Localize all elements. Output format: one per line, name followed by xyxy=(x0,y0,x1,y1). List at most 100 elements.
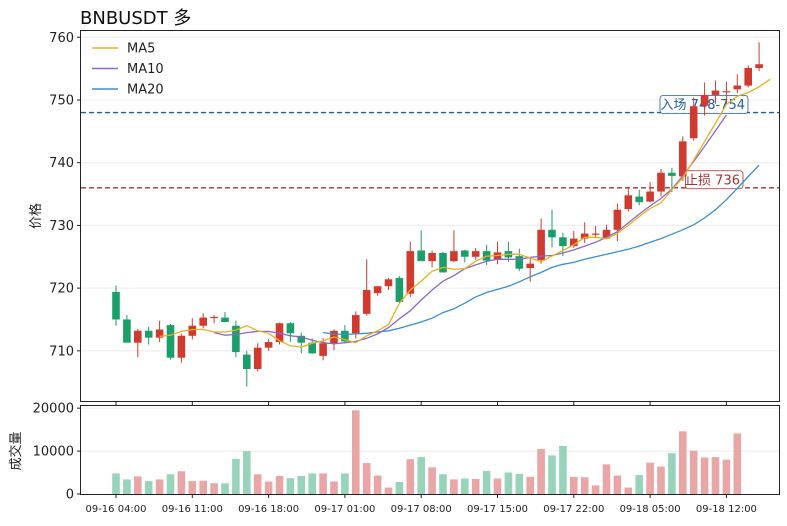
volume-bar xyxy=(275,475,284,494)
legend-label: MA20 xyxy=(127,83,164,98)
chart-title: BNBUSDT 多 xyxy=(80,8,191,29)
price-y-axis: 710 720 730 740 750 760 xyxy=(49,31,81,359)
candle-body xyxy=(395,278,404,302)
volume-bar xyxy=(526,476,534,494)
candle-body xyxy=(373,286,382,294)
candle-body xyxy=(471,251,480,257)
price-tick-label: 730 xyxy=(49,219,74,234)
candle-body xyxy=(384,279,393,287)
legend-label: MA5 xyxy=(127,42,155,57)
volume-bar xyxy=(417,457,425,494)
x-tick-label: 09-18 05:00 xyxy=(620,504,681,515)
candle-body xyxy=(548,229,556,238)
candle-body xyxy=(308,342,316,354)
candle-body xyxy=(635,196,643,203)
volume-bar xyxy=(123,479,131,494)
candle-body xyxy=(744,68,752,86)
volume-bar xyxy=(221,483,229,494)
candle-body xyxy=(624,195,633,210)
volume-bar xyxy=(112,473,120,494)
candle-body xyxy=(613,209,622,230)
volume-bar xyxy=(668,453,676,494)
candle-body xyxy=(602,229,611,239)
ma5-line xyxy=(159,78,771,348)
candle-body xyxy=(319,343,327,356)
volume-bar xyxy=(635,475,643,494)
x-tick-label: 09-17 15:00 xyxy=(467,504,528,515)
x-tick-label: 09-17 01:00 xyxy=(314,504,375,515)
candle-body xyxy=(123,319,131,343)
volume-bar xyxy=(395,481,404,494)
volume-bar xyxy=(319,473,327,494)
candle-body xyxy=(657,172,665,192)
price-tick-label: 740 xyxy=(49,156,74,171)
candle-body xyxy=(166,325,175,358)
volume-y-axis: 0 10000 20000 xyxy=(33,402,81,503)
candle-body xyxy=(253,347,262,370)
candle-body xyxy=(733,85,742,90)
volume-bar xyxy=(439,474,447,494)
volume-bar xyxy=(591,485,600,494)
volume-bar xyxy=(155,479,164,494)
volume-bar xyxy=(199,480,207,494)
volume-bar xyxy=(232,458,240,494)
volume-bar xyxy=(613,475,622,494)
volume-bar xyxy=(243,451,251,494)
candle-body xyxy=(526,263,534,269)
annotation-label: 止损 736 xyxy=(685,173,740,188)
candle-body xyxy=(580,233,589,239)
candle-body xyxy=(450,251,458,262)
volume-bar xyxy=(461,478,469,494)
candle-body xyxy=(406,251,415,294)
price-tick-label: 750 xyxy=(49,93,74,108)
volume-bar xyxy=(330,481,338,494)
candle-body xyxy=(700,94,709,106)
price-grid xyxy=(81,36,779,352)
candle-body xyxy=(297,335,306,343)
volume-bar xyxy=(548,455,556,494)
candle-body xyxy=(559,237,567,247)
candle-body xyxy=(155,329,164,338)
candle-body xyxy=(646,191,654,202)
candle-body xyxy=(264,342,273,348)
volume-bar xyxy=(700,457,709,494)
candle-body xyxy=(679,141,687,177)
volume-bar xyxy=(679,431,687,494)
candle-body xyxy=(112,291,120,320)
candle-body xyxy=(570,238,578,247)
volume-bar xyxy=(504,472,513,494)
volume-bar xyxy=(471,478,480,494)
volume-bar xyxy=(341,473,349,494)
volume-tick-label: 20000 xyxy=(33,402,74,417)
candle-body xyxy=(199,317,207,326)
volume-bar xyxy=(624,487,633,494)
candle-body xyxy=(210,316,218,319)
candle-body xyxy=(243,354,251,370)
candle-body xyxy=(144,330,153,338)
volume-bar xyxy=(177,471,186,494)
volume-bar xyxy=(406,459,415,494)
candle-body xyxy=(428,253,436,262)
x-tick-label: 09-16 04:00 xyxy=(85,504,146,515)
volume-bar xyxy=(602,464,611,494)
candle-body xyxy=(722,91,731,93)
volume-bar xyxy=(362,463,371,494)
volume-bar xyxy=(733,433,742,494)
volume-bar xyxy=(515,473,524,494)
candle-body xyxy=(461,250,469,257)
candle-body xyxy=(177,335,186,358)
volume-grid xyxy=(81,407,779,452)
candle-body xyxy=(711,90,720,95)
volume-axis-label: 成交量 xyxy=(8,431,24,470)
candle-body xyxy=(232,325,240,353)
candle-body xyxy=(352,315,360,334)
volume-bar xyxy=(689,450,698,494)
volume-bar xyxy=(134,476,142,494)
volume-bar xyxy=(711,457,720,494)
candle-body xyxy=(668,172,676,176)
volume-bar xyxy=(188,481,197,494)
candle-body xyxy=(755,64,763,68)
volume-tick-label: 0 xyxy=(66,488,74,503)
x-tick-label: 09-17 22:00 xyxy=(543,504,604,515)
